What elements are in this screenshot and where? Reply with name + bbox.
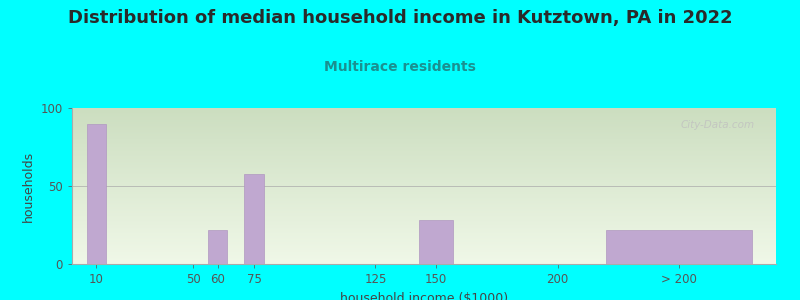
Y-axis label: households: households <box>22 150 35 222</box>
Text: City-Data.com: City-Data.com <box>681 121 755 130</box>
Bar <box>244 173 264 264</box>
Bar <box>208 230 227 264</box>
Bar <box>419 220 453 264</box>
Bar <box>86 124 106 264</box>
Text: Distribution of median household income in Kutztown, PA in 2022: Distribution of median household income … <box>68 9 732 27</box>
Text: Multirace residents: Multirace residents <box>324 60 476 74</box>
Bar <box>606 230 752 264</box>
X-axis label: household income ($1000): household income ($1000) <box>340 292 508 300</box>
